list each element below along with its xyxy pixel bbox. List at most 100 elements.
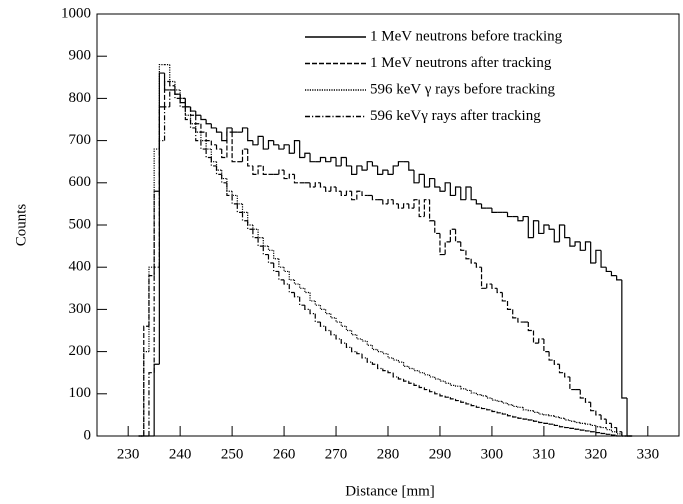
histogram-step [512, 404, 518, 408]
histogram-step [273, 250, 279, 260]
x-tick-label: 300 [481, 446, 504, 462]
histogram-step [174, 89, 181, 99]
histogram-step [361, 165, 368, 171]
histogram-step [148, 372, 155, 436]
histogram-step [252, 225, 259, 230]
histogram-step [439, 393, 446, 397]
x-tick-label: 320 [585, 446, 608, 462]
histogram-step [267, 140, 274, 150]
histogram-step [610, 434, 617, 436]
histogram-step [257, 229, 264, 239]
histogram-step [506, 414, 513, 417]
histogram-step [387, 370, 394, 374]
histogram-step [538, 220, 544, 235]
histogram-step [273, 262, 279, 273]
histogram-step [361, 191, 368, 197]
histogram-step [231, 191, 238, 197]
histogram-step [475, 392, 482, 396]
histogram-step [418, 370, 425, 374]
histogram-step [288, 144, 295, 154]
histogram-step [371, 345, 378, 351]
histogram-step [558, 425, 565, 428]
histogram-step [356, 165, 363, 175]
histogram-step [486, 283, 492, 289]
histogram-step [278, 258, 285, 268]
histogram-step [548, 351, 555, 361]
histogram-step [335, 157, 342, 167]
histogram-step [319, 322, 326, 327]
histogram-step [356, 190, 363, 200]
histogram-step [293, 292, 300, 298]
histogram-step [522, 418, 529, 420]
histogram-step [616, 431, 622, 435]
histogram-step [158, 106, 165, 192]
histogram-step [564, 426, 570, 429]
histogram-step [574, 428, 581, 430]
histogram-step [169, 64, 175, 83]
histogram-step [158, 64, 165, 150]
histogram-step [501, 401, 508, 404]
histogram-step [366, 161, 373, 171]
legend-label: 1 MeV neutrons before tracking [370, 28, 563, 44]
histogram-step [330, 156, 337, 162]
histogram-step [454, 385, 461, 387]
legend-label: 1 MeV neutrons after tracking [370, 55, 552, 71]
histogram-step [262, 165, 269, 175]
histogram-step [439, 233, 446, 256]
histogram-step [288, 173, 295, 179]
histogram-step [236, 195, 243, 205]
x-tick-label: 230 [117, 446, 140, 462]
histogram-step [590, 424, 596, 427]
histogram-step [595, 410, 602, 416]
histogram-step [195, 123, 201, 133]
histogram-step [319, 182, 326, 188]
histogram-step [158, 140, 165, 268]
histogram-step [184, 102, 191, 108]
histogram-step [340, 338, 347, 344]
histogram-step [517, 417, 524, 419]
histogram-step [512, 309, 518, 319]
histogram-step [558, 364, 565, 374]
histogram-step [330, 330, 337, 336]
histogram-step [257, 165, 264, 175]
histogram-step [491, 284, 498, 289]
histogram-step [278, 169, 285, 175]
histogram-step [382, 169, 388, 175]
histogram-step [460, 400, 466, 403]
histogram-step [610, 271, 617, 277]
histogram-step [423, 174, 430, 188]
histogram-step [278, 144, 285, 150]
histogram-step [475, 199, 482, 205]
histogram-step [491, 398, 498, 401]
histogram-step [215, 127, 222, 133]
histogram-step [226, 127, 233, 141]
histogram-step [189, 119, 196, 129]
histogram-step [371, 362, 378, 365]
histogram-step [252, 140, 259, 146]
histogram-step [210, 123, 217, 129]
histogram-step [512, 415, 518, 418]
histogram-step [330, 186, 337, 192]
histogram-step [475, 262, 482, 268]
x-tick-label: 260 [273, 446, 296, 462]
histogram-step [538, 338, 544, 344]
histogram-step [371, 161, 378, 167]
histogram-step [299, 284, 305, 289]
histogram-step [428, 374, 435, 378]
histogram-step [444, 395, 451, 398]
histogram-step [397, 203, 404, 209]
histogram-step [309, 309, 316, 315]
histogram-step [366, 357, 373, 363]
histogram-step [293, 140, 300, 154]
histogram-step [210, 149, 217, 163]
histogram-step [231, 195, 238, 205]
histogram-step [434, 376, 440, 380]
histogram-step [325, 187, 331, 192]
histogram-step [444, 241, 451, 255]
histogram-step [527, 409, 534, 412]
histogram-step [184, 98, 191, 108]
histogram-step [605, 427, 612, 431]
histogram-step [221, 149, 227, 159]
y-tick-label: 900 [69, 48, 92, 64]
histogram-step [387, 353, 394, 359]
